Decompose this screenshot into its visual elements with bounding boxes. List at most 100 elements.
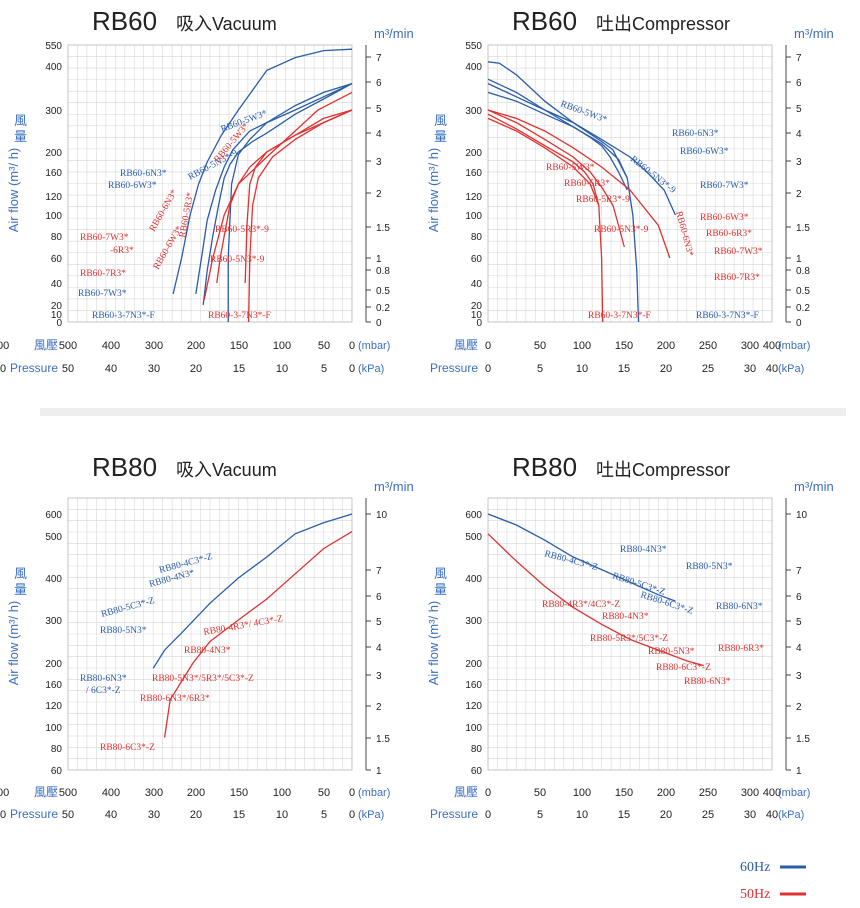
kpa-tick-label: 15: [233, 363, 245, 375]
kpa-tick-label: 25: [702, 363, 714, 375]
kpa-tick-label: 0: [349, 809, 355, 821]
kpa-tick-label: 50: [62, 809, 74, 821]
kpa-tick-label: 30: [148, 363, 160, 375]
mbar-tick-label: 400: [763, 340, 781, 352]
y-right-tick-label: 0.5: [376, 286, 390, 297]
y-tick-label: 200: [465, 148, 482, 159]
kpa-tick-label: 15: [618, 809, 630, 821]
airflow-axis-title: Air flow (m³/ h): [6, 601, 21, 686]
y-tick-label: 80: [471, 232, 483, 243]
y-tick-label: 120: [45, 701, 62, 712]
mbar-tick-label: 400: [102, 787, 120, 799]
mbar-tick-label: 300: [741, 340, 759, 352]
series-line-60hz: [487, 61, 676, 216]
mbar-tick-label: 100: [573, 340, 591, 352]
curve-label: RB80-6C3*-Z: [100, 743, 155, 753]
kpa-tick-label: 10: [276, 809, 288, 821]
chart-title-model: RB60: [92, 6, 157, 36]
curve-label: RB60-5R3*: [178, 191, 196, 238]
curve-label: RB60-5N3*-9: [594, 225, 649, 235]
y-right-tick-label: 3: [796, 671, 802, 682]
y-tick-label: 550: [465, 41, 482, 52]
curve-label: RB60-5W3*: [559, 99, 608, 125]
y-right-tick-label: 1.5: [796, 223, 810, 234]
y-right-tick-label: 1: [376, 254, 382, 265]
y-tick-label: 550: [45, 41, 62, 52]
kpa-tick-label: 30: [744, 363, 756, 375]
curve-label: RB80-4N3*: [602, 612, 649, 622]
mbar-tick-label: 400: [102, 340, 120, 352]
y-tick-label: 60: [471, 254, 483, 265]
mbar-tick-label: 300: [741, 787, 759, 799]
plot-frame: [67, 44, 353, 323]
y-right-tick-label: 1: [376, 766, 382, 777]
mbar-tick-label: 0: [485, 787, 491, 799]
y-tick-label: 80: [51, 232, 63, 243]
series-line-50hz: [487, 109, 625, 248]
series-line-50hz: [487, 117, 604, 323]
curve-label: RB60-6W3*: [680, 147, 729, 157]
chart-rb60-compressor: RB60 吐出Compressor010204060801001201602003…: [0, 6, 834, 375]
series-line-60hz: [487, 91, 640, 323]
y-right-tick-label: 2: [796, 702, 802, 713]
kpa-tick-label: 40: [766, 809, 778, 821]
unit-mbar-label: (mbar): [358, 340, 390, 352]
curve-label: RB80-6N3*: [684, 677, 731, 687]
curve-label: RB80-5N3*: [686, 562, 733, 572]
y-right-tick-label: 3: [796, 157, 802, 168]
series-line-50hz: [487, 109, 671, 259]
airflow-axis-title: Air flow (m³/ h): [6, 148, 21, 233]
y-tick-label: 200: [45, 148, 62, 159]
kpa-tick-label: 40: [105, 363, 117, 375]
kpa-tick-label: 5: [321, 363, 327, 375]
series-line-50hz: [163, 531, 353, 738]
y-right-tick-label: 3: [376, 157, 382, 168]
legend-50hz-label: 50Hz: [740, 887, 770, 902]
y-right-tick-label: 5: [376, 104, 382, 115]
flow-unit-label: m³/min: [794, 26, 834, 41]
curve-label: RB60-5N3*-9: [187, 148, 240, 182]
mbar-tick-label: 100: [573, 787, 591, 799]
y-right-tick-label: 1: [796, 766, 802, 777]
airflow-label-cjk-2: 量: [14, 582, 27, 597]
curve-label: RB80-5N3*: [648, 647, 695, 657]
kpa-tick-label: 20: [660, 809, 672, 821]
series-line-50hz: [487, 533, 704, 667]
y-tick-label: 500: [465, 532, 482, 543]
unit-kpa-label: (kPa): [778, 363, 804, 375]
pressure-label-en: Pressure: [10, 361, 58, 375]
airflow-axis-title: Air flow (m³/ h): [426, 148, 441, 233]
plot-frame: [487, 497, 773, 771]
curve-label: RB60-6R3*: [706, 229, 752, 239]
mbar-tick-label: 200: [657, 340, 675, 352]
y-right-tick-label: 6: [376, 78, 382, 89]
unit-kpa-label: (kPa): [358, 363, 384, 375]
mbar-tick-label: 50: [318, 340, 330, 352]
unit-mbar-label: (mbar): [778, 340, 810, 352]
kpa-tick-label: 50: [62, 363, 74, 375]
curve-label: RB60-7W3*: [80, 233, 129, 243]
mbar-tick-label: 100: [273, 340, 291, 352]
curve-label: RB60-7W3*: [700, 181, 749, 191]
curve-label: RB60-6W3*: [700, 213, 749, 223]
y-right-tick-label: 2: [376, 702, 382, 713]
mbar-tick-label: 300: [145, 340, 163, 352]
kpa-tick-label: 25: [702, 809, 714, 821]
mbar-tick-label: 100: [273, 787, 291, 799]
y-tick-label: 600: [465, 510, 482, 521]
kpa-tick-label: 0: [485, 363, 491, 375]
y-tick-label: 60: [471, 766, 483, 777]
curve-label: RB80-5C3*-Z: [100, 596, 156, 620]
kpa-tick-label: 30: [148, 809, 160, 821]
kpa-tick-label: 10: [576, 809, 588, 821]
y-tick-label: 400: [465, 62, 482, 73]
y-tick-label: 0: [476, 318, 482, 329]
y-right-tick-label: 5: [796, 617, 802, 628]
y-tick-label: 40: [51, 279, 63, 290]
y-right-tick-label: 7: [796, 53, 802, 64]
flow-unit-label: m³/min: [374, 479, 414, 494]
chart-title-model: RB80: [92, 452, 157, 482]
y-right-tick-label: 0.2: [796, 303, 810, 314]
y-tick-label: 120: [465, 701, 482, 712]
mbar-tick-label: 500: [0, 787, 9, 799]
